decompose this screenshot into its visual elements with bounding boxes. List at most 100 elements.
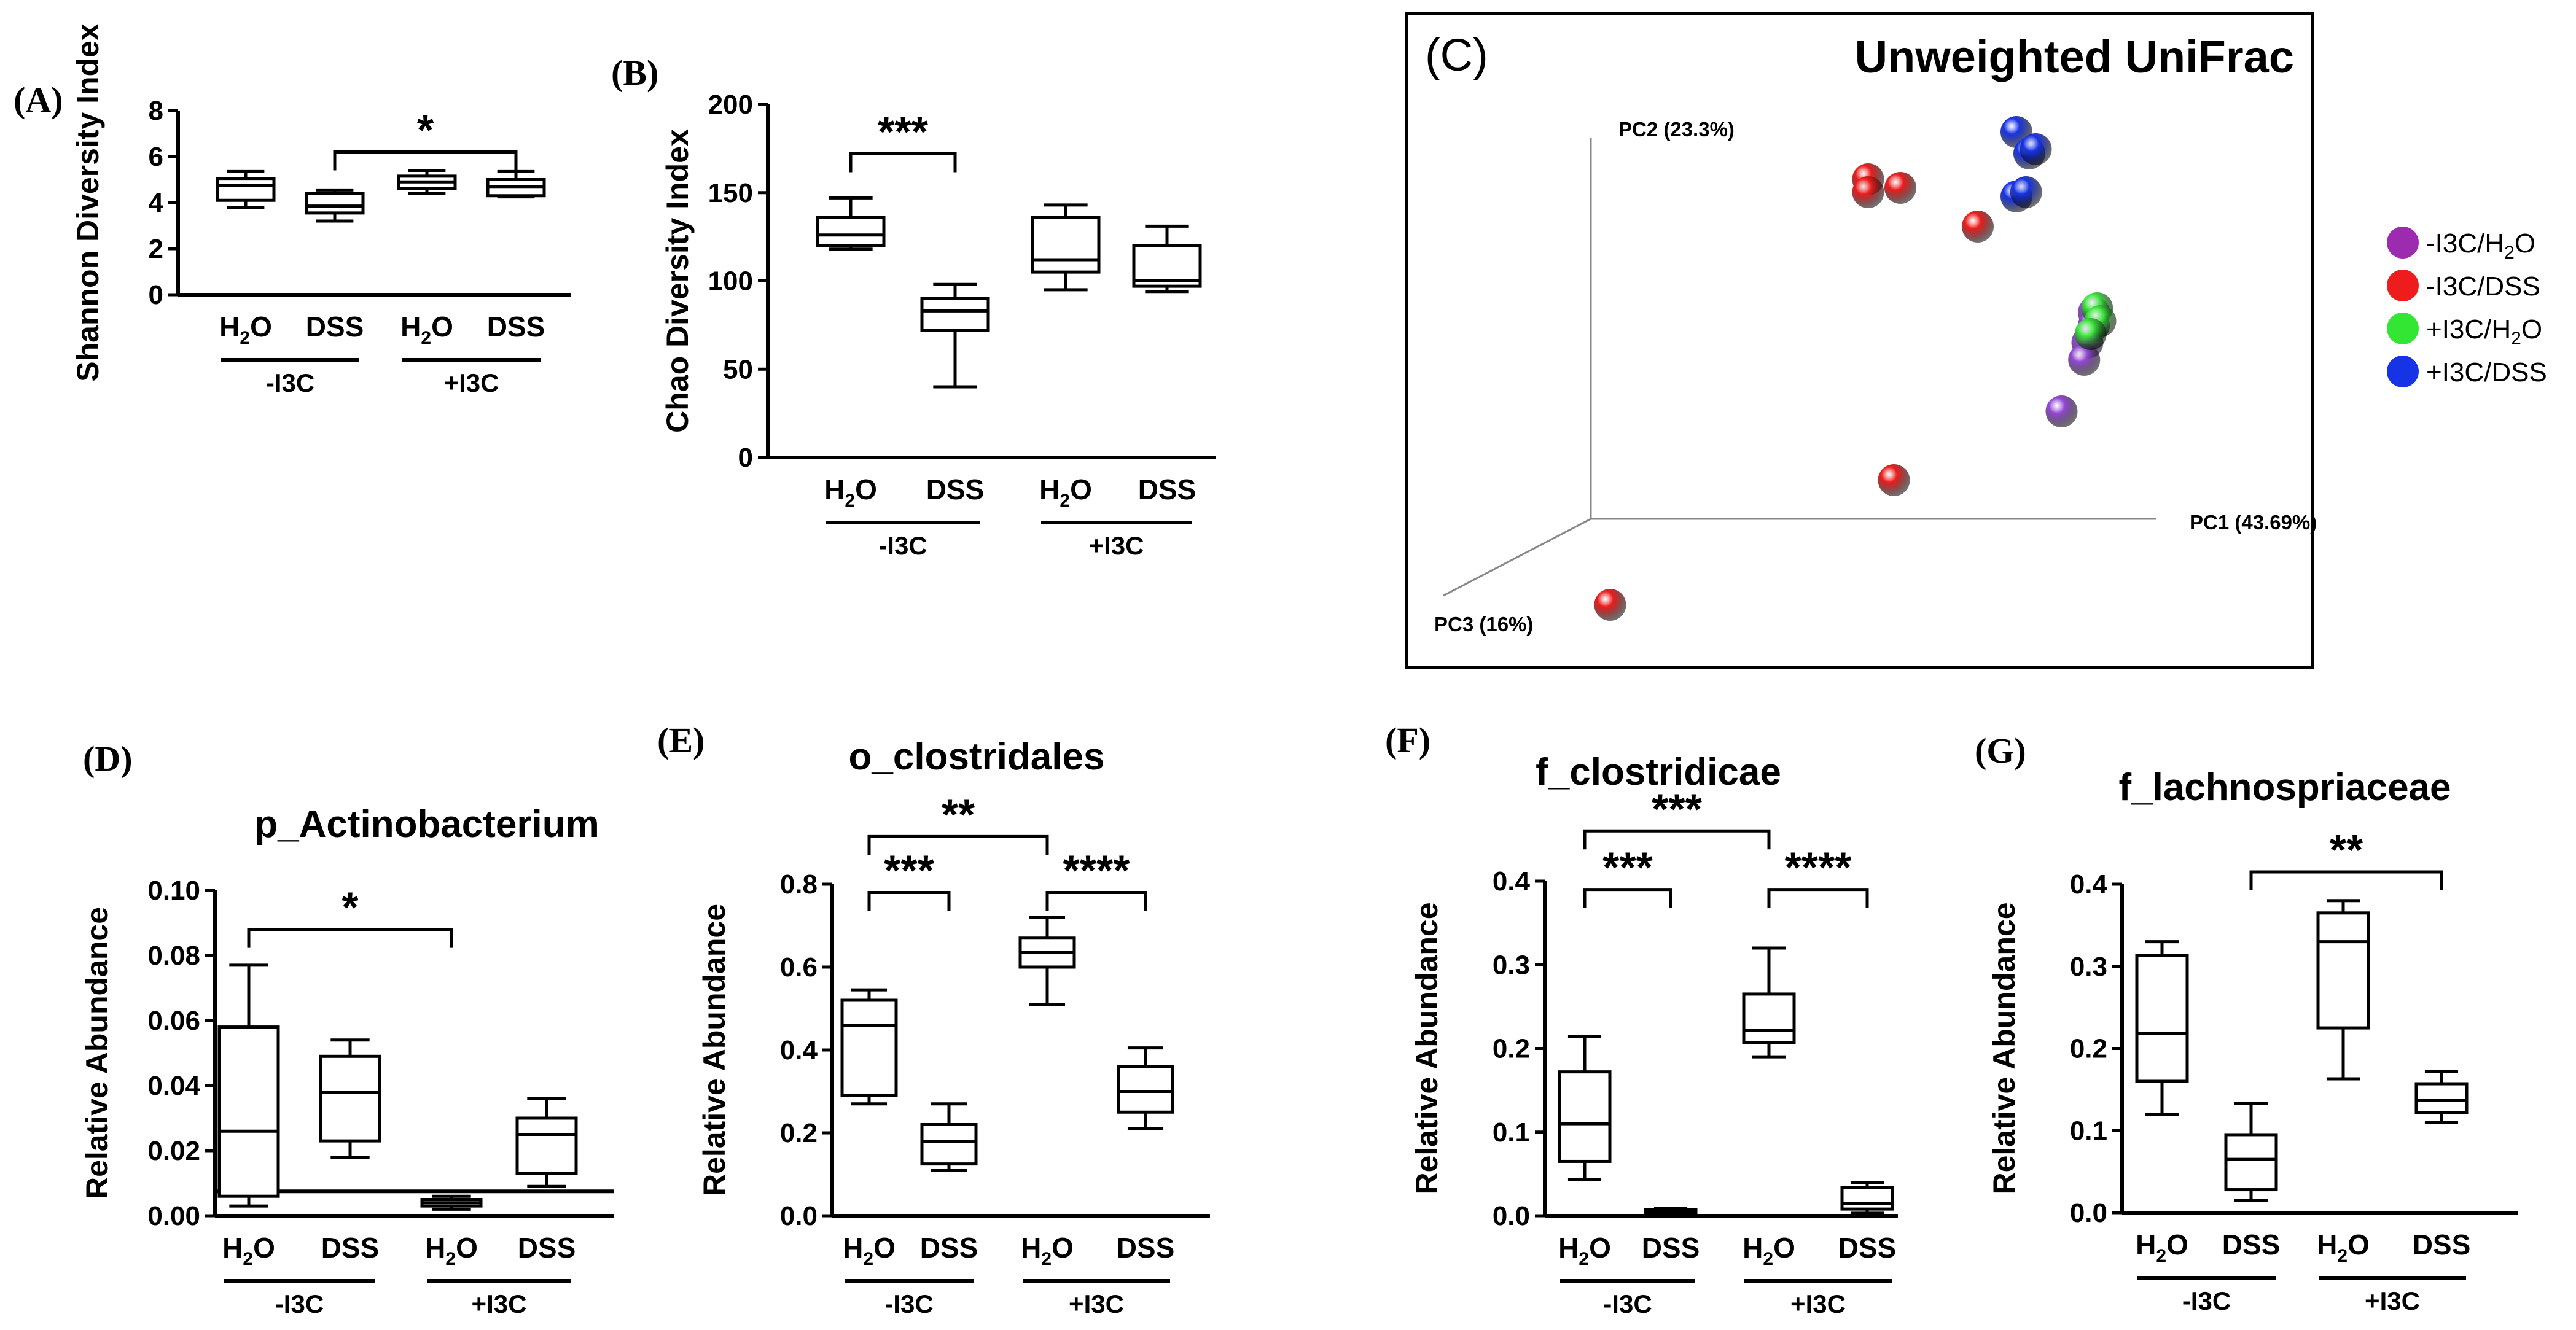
- category-label: H2O: [1743, 1232, 1795, 1269]
- y-tick-label: 0.02: [147, 1136, 200, 1166]
- category-label: DSS: [1117, 1232, 1175, 1264]
- category-label: H2O: [824, 473, 877, 511]
- category-label: H2O: [1039, 473, 1092, 511]
- y-tick-label: 4: [149, 188, 164, 218]
- group-label: -I3C: [2182, 1286, 2231, 1315]
- y-axis-label: Relative Abundance: [1987, 902, 2021, 1194]
- panel-label: (B): [611, 53, 658, 93]
- series-+I3C/DSS: [2000, 116, 2052, 212]
- y-tick-label: 0.00: [147, 1201, 200, 1231]
- significance-label: *: [417, 106, 434, 154]
- y-tick-label: 100: [708, 266, 753, 297]
- legend-marker: [2387, 313, 2419, 344]
- y-tick-label: 50: [723, 354, 753, 384]
- box-3: [1742, 946, 1796, 1059]
- y-tick-label: 0.2: [780, 1118, 818, 1148]
- data-point: [2010, 176, 2042, 208]
- panel-d: (D) p_Actinobacterium 0.00 0.02 0.04 0.06 0.08…: [80, 739, 614, 1318]
- significance-bracket: ***: [1583, 844, 1672, 908]
- y-axis-label: Shannon Diversity Index: [71, 23, 105, 382]
- category-label: DSS: [920, 1232, 978, 1264]
- y-axis-label: Relative Abundance: [80, 907, 114, 1199]
- significance-label: ****: [1785, 844, 1852, 892]
- group-label: +I3C: [1069, 1289, 1124, 1318]
- category-label: DSS: [926, 473, 985, 505]
- significance-label: ***: [878, 108, 928, 156]
- box-3: [420, 1194, 483, 1211]
- bracket-line: [333, 150, 518, 171]
- y-tick-label: 0.06: [147, 1006, 200, 1036]
- box-body: [216, 177, 276, 202]
- bracket-line: [1045, 891, 1147, 911]
- y-tick-label: 8: [149, 96, 163, 126]
- box-2: [920, 1102, 978, 1172]
- y-tick-label: 150: [708, 178, 753, 208]
- significance-bracket: ***: [1583, 785, 1771, 850]
- group-label: +I3C: [2365, 1286, 2420, 1315]
- significance-bracket: ****: [1767, 844, 1869, 908]
- y-tick-label: 0.2: [1493, 1034, 1530, 1064]
- category-label: H2O: [2136, 1229, 2188, 1266]
- panel-a: (A) 0 2 4 6 8 Shannon Diversity Index H2O DSS H2O…: [14, 23, 571, 397]
- group-label: -I3C: [266, 368, 314, 397]
- data-point: [1878, 464, 1910, 496]
- significance-label: ***: [1652, 785, 1702, 833]
- data-point: [2020, 133, 2052, 165]
- box-2: [319, 1038, 381, 1159]
- box-body: [1840, 1186, 1894, 1211]
- group-label: +I3C: [1790, 1289, 1846, 1318]
- y-tick-label: 0.4: [780, 1035, 818, 1065]
- y-tick-label: 200: [708, 90, 753, 120]
- box-body: [2224, 1133, 2278, 1192]
- category-label: DSS: [321, 1232, 380, 1264]
- significance-bracket: *: [247, 884, 453, 948]
- category-label: DSS: [1838, 1232, 1897, 1264]
- chart-title: f_lachnospriaceae: [2118, 766, 2451, 809]
- box-body: [920, 1123, 978, 1166]
- significance-label: ***: [1602, 844, 1653, 892]
- y-tick-label: 0.10: [147, 876, 200, 906]
- y-tick-label: 0.4: [1493, 866, 1531, 896]
- category-label: DSS: [2222, 1229, 2281, 1261]
- box-4: [1840, 1181, 1894, 1215]
- y-tick-label: 0.08: [147, 941, 200, 971]
- box-4: [1132, 224, 1202, 294]
- pc1-label: PC1 (43.69%): [2190, 511, 2317, 534]
- category-label: DSS: [518, 1232, 576, 1264]
- box-1: [217, 963, 280, 1208]
- panel-e: (E) o_clostridales 0.0 0.2 0.4 0.6 0.8 Relative…: [657, 720, 1210, 1318]
- y-axis-label: Relative Abundance: [697, 904, 732, 1196]
- box-1: [816, 196, 886, 251]
- y-tick-label: 0: [738, 443, 753, 473]
- bracket-line: [867, 834, 1049, 855]
- category-label: H2O: [1558, 1232, 1611, 1269]
- legend-label: +I3C/DSS: [2426, 357, 2547, 387]
- y-tick-label: 0.0: [780, 1201, 818, 1231]
- panel-label: (E): [657, 720, 704, 760]
- box-2: [2224, 1102, 2278, 1202]
- significance-bracket: **: [867, 790, 1049, 855]
- significance-label: ****: [1063, 847, 1131, 895]
- panel-b: (B) 0 50 100 150 200 Chao Diversity Index H2O DS…: [611, 53, 1216, 560]
- box-body: [2135, 954, 2189, 1083]
- box-1: [1558, 1035, 1612, 1181]
- panel-f: (F) f_clostridicae 0.0 0.1 0.2 0.3 0.4 Relative…: [1385, 720, 1898, 1318]
- y-tick-label: 0.4: [2070, 869, 2108, 900]
- bracket-line: [2249, 870, 2443, 890]
- legend-marker: [2387, 227, 2419, 259]
- y-tick-label: 0.2: [2070, 1034, 2107, 1064]
- box-body: [840, 998, 898, 1097]
- category-label: DSS: [306, 311, 364, 343]
- bracket-line: [247, 928, 453, 948]
- category-label: H2O: [425, 1232, 478, 1269]
- box-body: [217, 1025, 280, 1198]
- box-3: [1031, 203, 1101, 292]
- legend-label: -I3C/DSS: [2426, 271, 2540, 301]
- box-body: [305, 192, 365, 215]
- y-axis-label: Chao Diversity Index: [660, 129, 695, 433]
- group-label: +I3C: [1089, 531, 1144, 560]
- significance-label: **: [2330, 826, 2363, 874]
- data-point: [1594, 589, 1626, 621]
- box-4: [1117, 1046, 1174, 1130]
